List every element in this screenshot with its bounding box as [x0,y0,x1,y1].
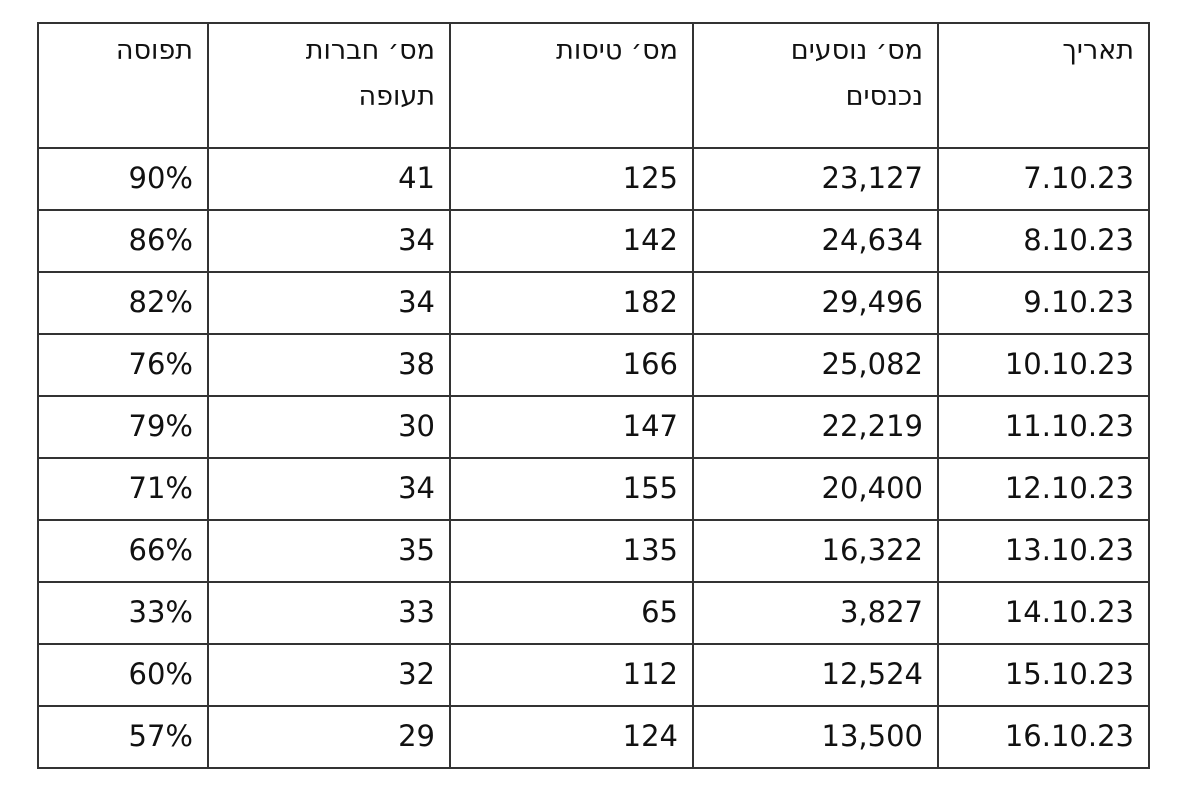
header-text: תעופה [358,81,435,112]
table-cell: 33% [37,581,209,645]
table-cell: 29 [207,705,451,769]
table-cell: 10.10.23 [937,333,1150,397]
table-cell: 13,500 [692,705,939,769]
header-text: מס׳ נוסעים [790,35,923,66]
table-cell: 12,524 [692,643,939,707]
table-cell: 12.10.23 [937,457,1150,521]
table-cell: 15.10.23 [937,643,1150,707]
table-cell: 124 [449,705,694,769]
table-row: 15.10.23 12,524 112 32 60% [37,643,1150,707]
table-cell: 90% [37,147,209,211]
table-cell: 13.10.23 [937,519,1150,583]
table-cell: 60% [37,643,209,707]
table-cell: 29,496 [692,271,939,335]
header-text: מס׳ חברות [305,35,435,66]
table-cell: 22,219 [692,395,939,459]
table-cell: 34 [207,457,451,521]
table-row: 13.10.23 16,322 135 35 66% [37,519,1150,583]
table-cell: 112 [449,643,694,707]
table-cell: 125 [449,147,694,211]
table-cell: 16.10.23 [937,705,1150,769]
table-cell: 76% [37,333,209,397]
table-cell: 20,400 [692,457,939,521]
table-cell: 23,127 [692,147,939,211]
table-cell: 24,634 [692,209,939,273]
table-cell: 65 [449,581,694,645]
table-cell: 82% [37,271,209,335]
data-table: תאריך מס׳ נוסעים נכנסים מס׳ טיסות מס׳ חברות ת… [37,22,1150,769]
table-row: 14.10.23 3,827 65 33 33% [37,581,1150,645]
table-cell: 11.10.23 [937,395,1150,459]
header-text: נכנסים [845,81,923,112]
table-cell: 3,827 [692,581,939,645]
table-row: 9.10.23 29,496 182 34 82% [37,271,1150,335]
header-cell: מס׳ חברות תעופה [207,22,451,149]
table-cell: 155 [449,457,694,521]
table-cell: 66% [37,519,209,583]
table-cell: 182 [449,271,694,335]
table-cell: 34 [207,209,451,273]
table-cell: 34 [207,271,451,335]
header-cell: מס׳ טיסות [449,22,694,149]
table-cell: 79% [37,395,209,459]
table-row: 8.10.23 24,634 142 34 86% [37,209,1150,273]
table-cell: 135 [449,519,694,583]
header-text: תאריך [1062,35,1134,66]
table-cell: 38 [207,333,451,397]
header-text: מס׳ טיסות [556,35,678,66]
table-cell: 86% [37,209,209,273]
table-cell: 142 [449,209,694,273]
table-cell: 30 [207,395,451,459]
table-cell: 16,322 [692,519,939,583]
table-cell: 35 [207,519,451,583]
table-cell: 41 [207,147,451,211]
table-cell: 33 [207,581,451,645]
table-cell: 25,082 [692,333,939,397]
header-cell: תאריך [937,22,1150,149]
table-cell: 7.10.23 [937,147,1150,211]
table-cell: 147 [449,395,694,459]
header-text: תפוסה [115,35,193,66]
header-cell: תפוסה [37,22,209,149]
table-row: 7.10.23 23,127 125 41 90% [37,147,1150,211]
table-row: 10.10.23 25,082 166 38 76% [37,333,1150,397]
table-cell: 14.10.23 [937,581,1150,645]
header-row: תאריך מס׳ נוסעים נכנסים מס׳ טיסות מס׳ חברות ת… [37,22,1150,149]
table-row: 16.10.23 13,500 124 29 57% [37,705,1150,769]
table-cell: 57% [37,705,209,769]
table-cell: 71% [37,457,209,521]
table-row: 11.10.23 22,219 147 30 79% [37,395,1150,459]
table-cell: 8.10.23 [937,209,1150,273]
header-cell: מס׳ נוסעים נכנסים [692,22,939,149]
table-cell: 9.10.23 [937,271,1150,335]
table-cell: 32 [207,643,451,707]
table-cell: 166 [449,333,694,397]
table-row: 12.10.23 20,400 155 34 71% [37,457,1150,521]
